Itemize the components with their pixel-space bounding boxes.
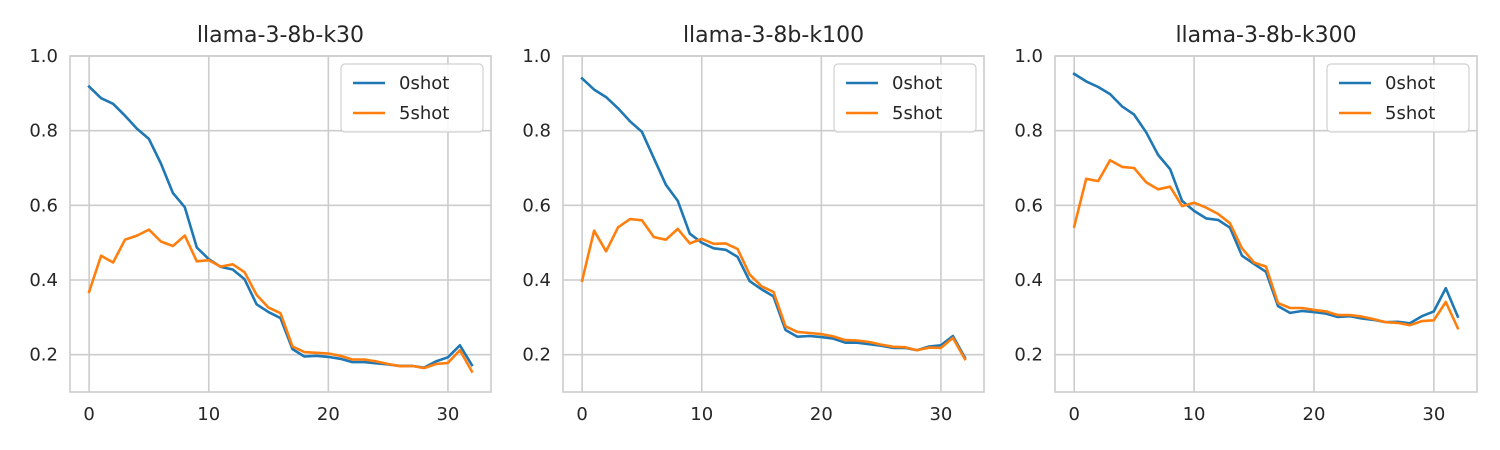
y-tick-label: 0.4: [1014, 270, 1043, 291]
plot-frame: [1054, 55, 1478, 393]
y-tick-label: 0.8: [522, 121, 551, 142]
x-tick-label: 30: [929, 404, 952, 425]
legend-label: 0shot: [399, 73, 449, 94]
chart-title: llama-3-8b-k300: [1175, 23, 1356, 48]
plot-frame: [562, 55, 985, 393]
legend-label: 0shot: [892, 73, 942, 94]
y-tick-label: 0.6: [1014, 195, 1043, 216]
y-tick-label: 1.0: [522, 46, 551, 67]
x-tick-label: 0: [83, 404, 94, 425]
x-tick-label: 30: [436, 404, 459, 425]
y-tick-label: 0.6: [522, 195, 551, 216]
chart-panel-1: 0 10 20 30 0.2 0.4 0.6 0.8 1.0 llama-3-8b-k30 0sho…: [29, 23, 492, 425]
legend-box: [1326, 63, 1470, 133]
series-line-5shot: [1072, 158, 1460, 330]
x-tick-label: 10: [197, 404, 220, 425]
x-tick-label: 20: [1303, 404, 1326, 425]
chart-title: llama-3-8b-k30: [197, 23, 364, 48]
y-tick-label: 0.4: [29, 270, 58, 291]
y-tick-label: 0.8: [1014, 121, 1043, 142]
y-tick-label: 1.0: [1014, 46, 1043, 67]
x-tick-label: 20: [317, 404, 340, 425]
legend-label: 5shot: [1385, 103, 1435, 124]
y-tick-label: 0.2: [1014, 345, 1043, 366]
y-tick-label: 0.8: [29, 121, 58, 142]
chart-panel-2: 0 10 20 30 0.2 0.4 0.6 0.8 1.0 llama-3-8b-k100 0sh…: [522, 23, 985, 425]
y-tick-label: 0.6: [29, 195, 58, 216]
y-tick-label: 0.4: [522, 270, 551, 291]
plot-frame: [69, 55, 492, 393]
x-tick-label: 30: [1422, 404, 1445, 425]
legend-label: 5shot: [399, 103, 449, 124]
chart-title: llama-3-8b-k100: [683, 23, 864, 48]
series-line-5shot: [87, 228, 474, 374]
legend: 0shot 5shot: [340, 63, 484, 133]
y-tick-label: 0.2: [522, 345, 551, 366]
chart-panel-3: 0 10 20 30 0.2 0.4 0.6 0.8 1.0 llama-3-8b-k300 0sh…: [1014, 23, 1478, 425]
legend-box: [340, 63, 484, 133]
series-line-5shot: [580, 217, 967, 361]
x-tick-label: 10: [690, 404, 713, 425]
x-tick-label: 20: [810, 404, 833, 425]
legend-label: 5shot: [892, 103, 942, 124]
x-tick-label: 10: [1183, 404, 1206, 425]
legend-box: [833, 63, 977, 133]
y-tick-label: 1.0: [29, 46, 58, 67]
x-tick-label: 0: [1068, 404, 1079, 425]
legend: 0shot 5shot: [1326, 63, 1470, 133]
legend: 0shot 5shot: [833, 63, 977, 133]
legend-label: 0shot: [1385, 73, 1435, 94]
y-tick-label: 0.2: [29, 345, 58, 366]
x-tick-label: 0: [576, 404, 587, 425]
